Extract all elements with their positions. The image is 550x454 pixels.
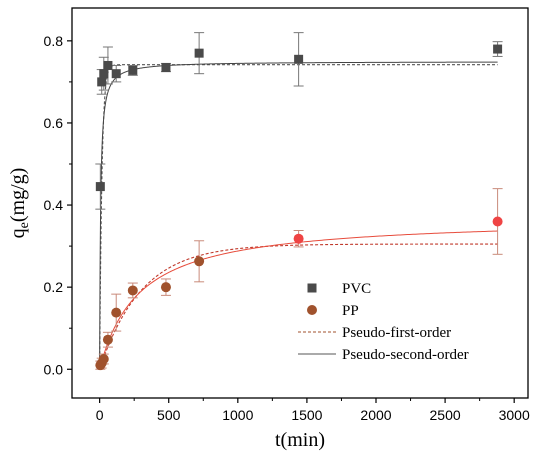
legend: PVC PP Pseudo-first-order Pseudo-second-ord… [298,281,469,363]
data-point-pp [492,216,503,227]
data-point-pvc [128,65,138,75]
x-axis-ticks: 0 500 1000 1500 2000 2500 3000 [96,398,530,423]
data-point-pvc [493,44,503,54]
error-bars [95,32,503,370]
y-axis-label-subscript: e [17,222,32,228]
y-tick-label: 0.2 [44,279,64,295]
x-tick-label: 2000 [360,407,391,423]
x-tick-label: 2500 [430,407,461,423]
legend-label: Pseudo-second-order [342,347,469,363]
data-point-pvc [103,60,113,70]
fit-curve-pp-pseudo-first-order [99,243,498,370]
y-tick-label: 0.0 [44,361,64,377]
data-point-pp [102,334,113,345]
legend-label: PP [342,303,359,319]
data-point-pp [98,354,109,364]
y-tick-label: 0.4 [44,197,64,213]
data-point-pp [194,256,205,267]
legend-marker-square [307,283,317,293]
legend-label: Pseudo-first-order [342,325,451,341]
legend-label: PVC [342,281,371,297]
fit-curves [99,61,498,370]
x-tick-label: 500 [157,407,181,423]
x-tick-label: 1500 [291,407,322,423]
data-point-pp [127,285,138,296]
x-axis-label: t(min) [275,429,325,451]
data-point-pvc [95,182,105,192]
y-tick-label: 0.8 [44,33,64,49]
data-point-pvc [99,69,109,79]
data-point-pvc [161,63,171,73]
y-axis-label: qe(mg/g) [7,168,32,239]
data-points [95,44,503,371]
x-tick-label: 1000 [222,407,253,423]
data-point-pvc [194,48,204,58]
data-point-pvc [294,54,304,64]
data-point-pvc [111,69,121,79]
fit-curve-pvc-pseudo-first-order [99,64,498,370]
data-point-pp [111,307,122,318]
fit-curve-pvc-pseudo-second-order [99,61,498,370]
data-point-pp [160,282,171,293]
plot-frame [71,7,529,399]
x-tick-label: 3000 [499,407,530,423]
data-point-pvc [97,77,107,87]
y-axis-label-unit: (mg/g) [7,168,29,222]
y-tick-label: 0.6 [44,115,64,131]
x-tick-label: 0 [96,407,104,423]
y-axis-label-main: q [7,228,29,238]
y-axis-ticks: 0.0 0.2 0.4 0.6 0.8 [44,33,72,377]
data-point-pp [293,233,304,244]
legend-marker-circle [307,305,317,315]
